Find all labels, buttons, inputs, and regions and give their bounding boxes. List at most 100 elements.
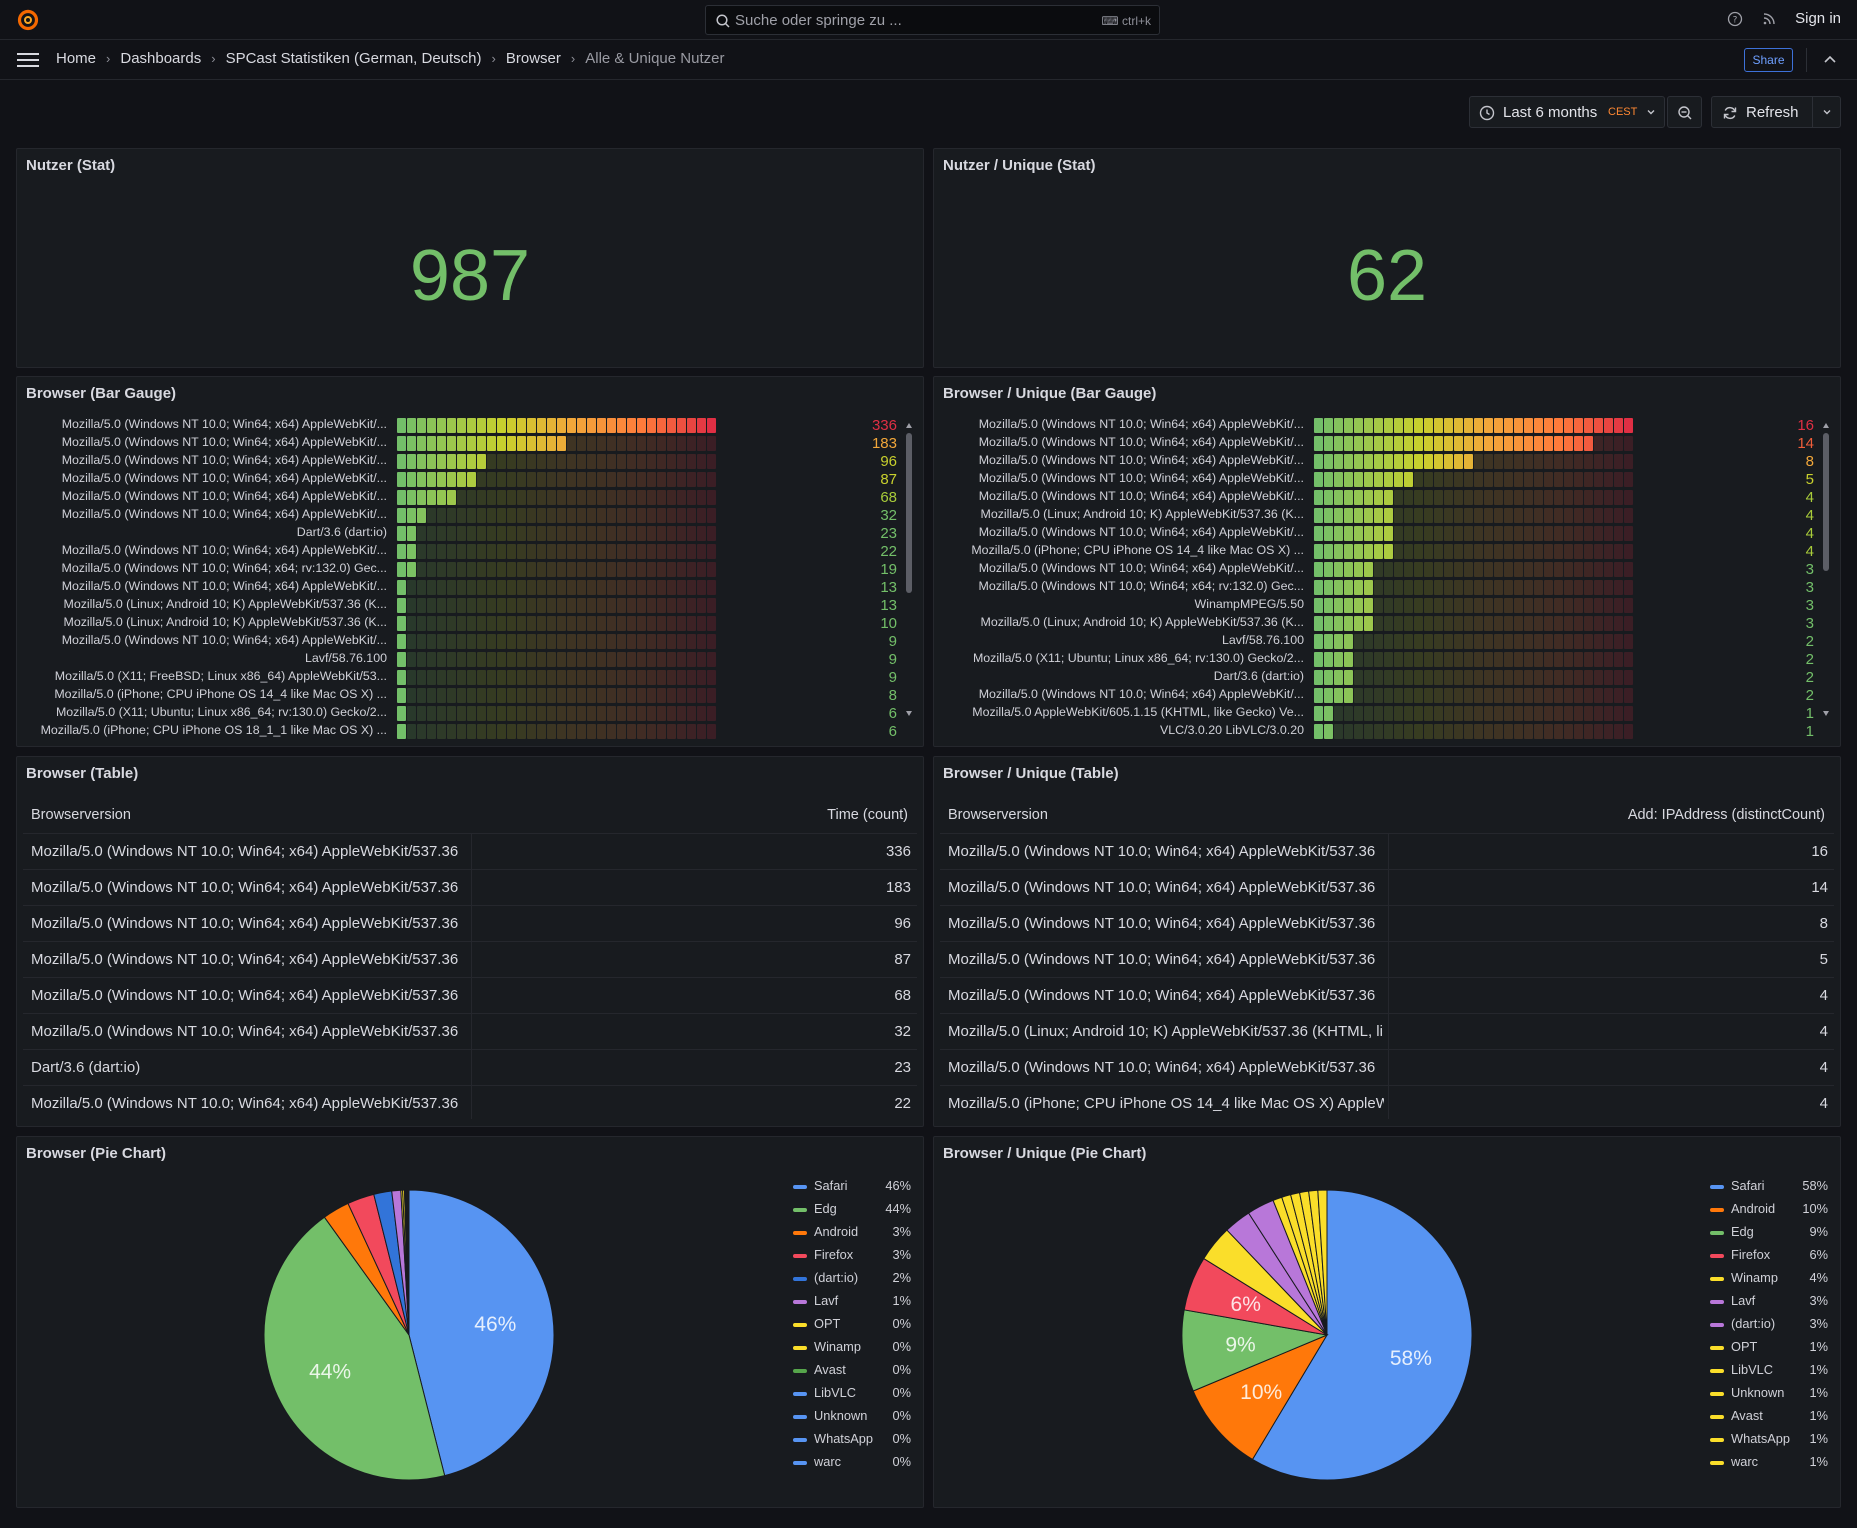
bar-gauge-cell xyxy=(1504,472,1513,487)
legend-item[interactable]: Avast 0% xyxy=(793,1361,923,1381)
legend-item[interactable]: Edg 9% xyxy=(1710,1223,1840,1243)
legend-item[interactable]: Unknown 1% xyxy=(1710,1384,1840,1404)
bar-gauge-cell xyxy=(477,562,486,577)
legend-item[interactable]: Edg 44% xyxy=(793,1200,923,1220)
refresh-button[interactable]: Refresh xyxy=(1711,96,1841,128)
bar-gauge-cell xyxy=(557,580,566,595)
table-row[interactable]: Mozilla/5.0 (iPhone; CPU iPhone OS 14_4 … xyxy=(940,1085,1834,1121)
scrollbar-track[interactable] xyxy=(905,421,913,721)
chevron-down-icon[interactable] xyxy=(1822,107,1832,117)
help-icon[interactable]: ? xyxy=(1727,11,1743,27)
legend-item[interactable]: Safari 46% xyxy=(793,1177,923,1197)
legend-item[interactable]: Firefox 3% xyxy=(793,1246,923,1266)
legend-item[interactable]: OPT 1% xyxy=(1710,1338,1840,1358)
pie-slice[interactable] xyxy=(1251,1189,1473,1481)
table-row[interactable]: Mozilla/5.0 (Windows NT 10.0; Win64; x64… xyxy=(940,905,1834,941)
legend-item[interactable]: warc 0% xyxy=(793,1453,923,1473)
table-row[interactable]: Mozilla/5.0 (Windows NT 10.0; Win64; x64… xyxy=(23,833,917,869)
bar-gauge-cell xyxy=(1544,508,1553,523)
column-header-browserversion[interactable]: Browserversion xyxy=(31,807,131,823)
legend-item[interactable]: Lavf 1% xyxy=(793,1292,923,1312)
bar-gauge-cell xyxy=(1604,652,1613,667)
bar-gauge-cell xyxy=(1394,418,1403,433)
pie-slice[interactable] xyxy=(408,1189,555,1477)
legend-swatch xyxy=(1710,1300,1724,1304)
zoom-out-button[interactable] xyxy=(1667,96,1702,128)
legend-item[interactable]: OPT 0% xyxy=(793,1315,923,1335)
bar-gauge-cell xyxy=(1574,652,1583,667)
table-row[interactable]: Mozilla/5.0 (Windows NT 10.0; Win64; x64… xyxy=(23,869,917,905)
share-button[interactable]: Share xyxy=(1744,48,1793,72)
bar-gauge-cell xyxy=(1534,634,1543,649)
search-input[interactable]: Suche oder springe zu ... ⌨ ctrl+k xyxy=(705,5,1160,35)
scrollbar[interactable] xyxy=(905,421,913,721)
column-header-distinct-ip[interactable]: Add: IPAddress (distinctCount) xyxy=(1627,807,1825,823)
legend-item[interactable]: Android 10% xyxy=(1710,1200,1840,1220)
legend-item[interactable]: Lavf 3% xyxy=(1710,1292,1840,1312)
table-row[interactable]: Mozilla/5.0 (Windows NT 10.0; Win64; x64… xyxy=(940,833,1834,869)
table-row[interactable]: Mozilla/5.0 (Windows NT 10.0; Win64; x64… xyxy=(23,1085,917,1121)
sign-in-link[interactable]: Sign in xyxy=(1795,10,1841,27)
bar-gauge-cell xyxy=(1444,634,1453,649)
legend-item[interactable]: LibVLC 1% xyxy=(1710,1361,1840,1381)
legend-item[interactable]: Firefox 6% xyxy=(1710,1246,1840,1266)
legend-name: LibVLC xyxy=(1731,1362,1773,1377)
breadcrumb-dashboards[interactable]: Dashboards xyxy=(120,50,202,67)
bar-gauge-cell xyxy=(1324,562,1333,577)
breadcrumb-separator-icon: › xyxy=(570,51,576,66)
legend-item[interactable]: Safari 58% xyxy=(1710,1177,1840,1197)
bar-gauge-cell xyxy=(667,616,676,631)
grafana-logo-icon[interactable] xyxy=(16,8,40,32)
bar-gauge-cell xyxy=(1314,544,1323,559)
legend-item[interactable]: Unknown 0% xyxy=(793,1407,923,1427)
rss-icon[interactable] xyxy=(1761,11,1777,27)
legend-item[interactable]: (dart:io) 2% xyxy=(793,1269,923,1289)
pie-slice[interactable] xyxy=(1192,1333,1329,1461)
bar-gauge-cell xyxy=(627,706,636,721)
bar-gauge-cell xyxy=(1554,652,1563,667)
legend-item[interactable]: warc 1% xyxy=(1710,1453,1840,1473)
legend-item[interactable]: (dart:io) 3% xyxy=(1710,1315,1840,1335)
legend-item[interactable]: Winamp 4% xyxy=(1710,1269,1840,1289)
column-header-browserversion[interactable]: Browserversion xyxy=(948,807,1048,823)
bar-gauge-cell xyxy=(537,616,546,631)
chevron-up-icon[interactable] xyxy=(1822,52,1838,68)
pie-slice[interactable] xyxy=(263,1216,446,1481)
bar-gauge-cell xyxy=(1504,418,1513,433)
legend-item[interactable]: Winamp 0% xyxy=(793,1338,923,1358)
breadcrumb-folder[interactable]: SPCast Statistiken (German, Deutsch) xyxy=(225,50,482,67)
bar-gauge-cell xyxy=(707,670,716,685)
table-row[interactable]: Mozilla/5.0 (Windows NT 10.0; Win64; x64… xyxy=(23,941,917,977)
legend-item[interactable]: WhatsApp 1% xyxy=(1710,1430,1840,1450)
table-row[interactable]: Mozilla/5.0 (Windows NT 10.0; Win64; x64… xyxy=(940,977,1834,1013)
bar-gauge-cell xyxy=(657,688,666,703)
pie-slice[interactable] xyxy=(407,1189,410,1336)
table-row[interactable]: Mozilla/5.0 (Windows NT 10.0; Win64; x64… xyxy=(940,1049,1834,1085)
legend-item[interactable]: WhatsApp 0% xyxy=(793,1430,923,1450)
bar-gauge-row: Mozilla/5.0 (Windows NT 10.0; Win64; x64… xyxy=(25,471,905,488)
table-row[interactable]: Mozilla/5.0 (Windows NT 10.0; Win64; x64… xyxy=(940,869,1834,905)
table-cell-count: 183 xyxy=(885,879,911,896)
bar-gauge-cell xyxy=(587,562,596,577)
pie-slice[interactable] xyxy=(1181,1309,1329,1392)
bar-gauge-cell xyxy=(1374,580,1383,595)
column-header-count[interactable]: Time (count) xyxy=(827,807,908,823)
bar-gauge-cell xyxy=(1354,508,1363,523)
legend-item[interactable]: Android 3% xyxy=(793,1223,923,1243)
table-row[interactable]: Dart/3.6 (dart:io) 23 xyxy=(23,1049,917,1085)
breadcrumb-home[interactable]: Home xyxy=(56,50,97,67)
table-row[interactable]: Mozilla/5.0 (Windows NT 10.0; Win64; x64… xyxy=(23,1013,917,1049)
legend-item[interactable]: Avast 1% xyxy=(1710,1407,1840,1427)
scrollbar-track[interactable] xyxy=(1822,421,1830,721)
breadcrumb-subfolder[interactable]: Browser xyxy=(505,50,561,67)
table-row[interactable]: Mozilla/5.0 (Windows NT 10.0; Win64; x64… xyxy=(23,977,917,1013)
legend-item[interactable]: LibVLC 0% xyxy=(793,1384,923,1404)
scrollbar[interactable] xyxy=(1822,421,1830,721)
table-row[interactable]: Mozilla/5.0 (Linux; Android 10; K) Apple… xyxy=(940,1013,1834,1049)
menu-icon[interactable] xyxy=(17,52,39,68)
table-row[interactable]: Mozilla/5.0 (Windows NT 10.0; Win64; x64… xyxy=(940,941,1834,977)
time-range-picker[interactable]: Last 6 months CEST xyxy=(1469,96,1665,128)
table-row[interactable]: Mozilla/5.0 (Windows NT 10.0; Win64; x64… xyxy=(23,905,917,941)
pie-slice[interactable] xyxy=(1317,1189,1328,1336)
bar-gauge-cell xyxy=(1444,580,1453,595)
